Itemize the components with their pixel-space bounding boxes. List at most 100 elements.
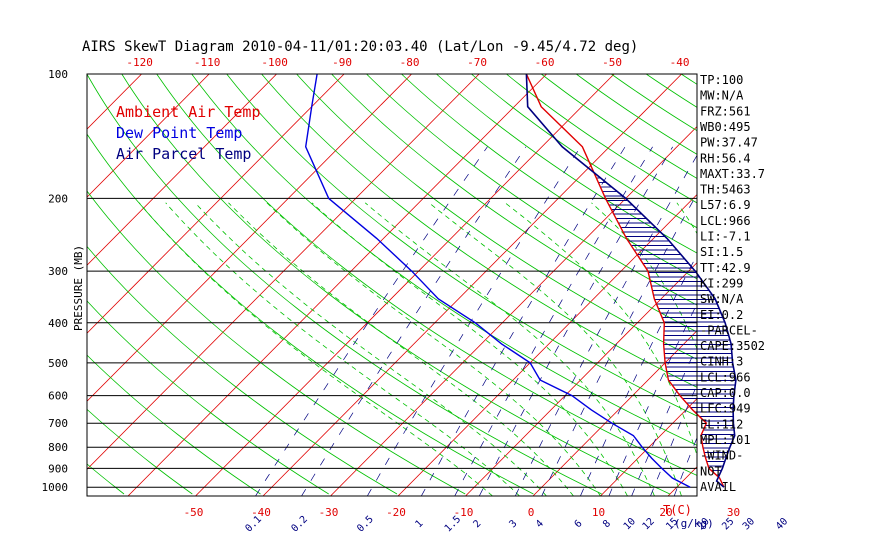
index-label: CAPE:3502 (700, 339, 765, 353)
isotherm-line (0, 74, 74, 496)
dew-point-temp-series (304, 73, 691, 488)
index-label: TP:100 (700, 73, 743, 87)
isotherm-line (0, 74, 7, 496)
index-label: WB0:495 (700, 120, 751, 134)
index-label: KI:299 (700, 276, 743, 290)
moist-adiabat-line (591, 202, 697, 350)
dry-adiabat-line (87, 74, 602, 495)
top-temp-tick-label: -100 (261, 56, 288, 69)
dry-adiabat-line (751, 74, 870, 494)
dry-adiabat-line (471, 74, 697, 229)
index-label: MW:N/A (700, 89, 744, 103)
ambient-air-temp-series (525, 73, 725, 488)
moist-adiabat-line (266, 202, 601, 496)
index-label: CAP:0.0 (700, 386, 751, 400)
moist-adiabat-line (165, 202, 520, 496)
index-label: TT:42.9 (700, 261, 751, 275)
mixing-ratio-line (673, 436, 697, 496)
dry-adiabat-line (87, 133, 534, 495)
top-temp-tick-label: -50 (602, 56, 622, 69)
dry-adiabat-line (856, 74, 870, 494)
moist-adiabat-line (228, 202, 574, 496)
index-label: SW:N/A (700, 292, 744, 306)
index-label: PW:37.47 (700, 136, 758, 150)
isotherm-line (803, 74, 870, 496)
isotherm-line (87, 74, 210, 198)
mixing-ratio-line (751, 147, 870, 496)
dry-adiabat-line (87, 300, 329, 495)
mixing-ratio-label: 12 (641, 516, 657, 532)
air-parcel-temp-series (525, 73, 737, 488)
dry-adiabat-line (786, 74, 870, 494)
index-label: LI:-7.1 (700, 230, 751, 244)
plot-frame (86, 73, 698, 497)
top-temp-tick-label: -80 (400, 56, 420, 69)
mixing-ratio-line (541, 193, 697, 496)
index-label: LFC:949 (700, 402, 751, 416)
index-label: RH:56.4 (700, 151, 751, 165)
dry-adiabat-line (506, 74, 697, 204)
mixing-ratio-line (784, 147, 870, 496)
dry-adiabat-line (87, 354, 261, 495)
mixing-ratio-label: 10 (622, 516, 638, 532)
mixing-ratio-line (454, 146, 653, 496)
isotherm-line (127, 74, 547, 496)
top-temp-tick-label: -40 (670, 56, 690, 69)
mixing-ratio-label: 3 (507, 518, 519, 530)
mixing-ratio-line (420, 146, 626, 496)
dry-adiabat-line (296, 74, 697, 360)
mixing-ratio-line (730, 147, 870, 496)
index-label: SI:1.5 (700, 245, 743, 259)
dry-adiabat-line (331, 74, 697, 333)
isotherm-line (195, 74, 615, 496)
pressure-tick-label: 900 (48, 462, 68, 475)
mixing-ratio-line (478, 146, 674, 496)
y-axis-label: PRESSURE (MB) (72, 245, 85, 331)
index-label: FRZ:561 (700, 104, 751, 118)
pressure-tick-label: 500 (48, 357, 68, 370)
dry-adiabat-line (541, 74, 697, 179)
index-label: EI:0.2 (700, 308, 743, 322)
mixing-ratio-label: 1 (414, 518, 426, 530)
dry-adiabat-line (156, 74, 697, 476)
top-temp-tick-label: -60 (535, 56, 555, 69)
isotherm-line (532, 330, 697, 496)
cape-hatch-layer (596, 177, 736, 476)
mixing-ratio-line (301, 146, 527, 496)
dry-adiabat-line (87, 245, 398, 495)
index-label: AVAIL (700, 480, 736, 494)
legend-dew-point-temp: Dew Point Temp (116, 124, 242, 142)
chart-title: AIRS SkewT Diagram 2010-04-11/01:20:03.4… (82, 39, 638, 55)
dry-adiabat-line (87, 190, 466, 495)
mixing-ratio-label: 0.2 (289, 514, 310, 535)
index-label: NOT (700, 464, 722, 478)
index-label: EL:112 (700, 417, 743, 431)
isotherm-line (600, 398, 697, 496)
mixing-ratio-label: 6 (573, 518, 585, 530)
dry-adiabat-line (821, 74, 870, 494)
bottom-temp-tick-label: -30 (319, 506, 339, 519)
index-label: -PARCEL- (700, 323, 758, 337)
isotherm-line (87, 74, 345, 334)
legend-ambient-air-temp: Ambient Air Temp (116, 103, 261, 121)
pressure-tick-label: 200 (48, 192, 68, 205)
dry-adiabat-line (191, 74, 697, 446)
dry-adiabat-line (645, 74, 697, 108)
dry-adiabat-line (121, 74, 671, 495)
mixing-ratio-label: 8 (601, 518, 613, 530)
mixing-ratio-label: 2 (472, 518, 484, 530)
isotherm-line (87, 74, 412, 402)
dry-adiabat-line (87, 408, 193, 495)
isotherm-line (87, 74, 480, 470)
top-temp-tick-label: -120 (126, 56, 153, 69)
moist-adiabat-line (311, 202, 628, 496)
index-label: L57:6.9 (700, 198, 751, 212)
dry-adiabat-line (436, 74, 697, 254)
bottom-temp-tick-label: 20 (659, 506, 672, 519)
isotherm-line (330, 125, 697, 496)
index-label: TH:5463 (700, 183, 751, 197)
chart-legend: Ambient Air Temp Dew Point Temp Air Parc… (116, 103, 261, 163)
pressure-tick-label: 700 (48, 417, 68, 430)
